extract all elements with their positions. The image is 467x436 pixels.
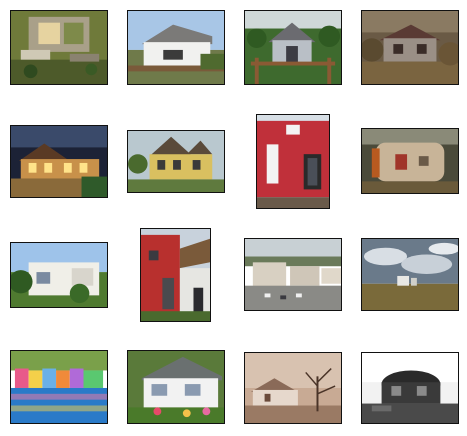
- white-cottage-fence-icon: [127, 10, 225, 85]
- house-behind-garden-fence-icon: [244, 10, 342, 85]
- red-house-porch-icon: [140, 228, 211, 322]
- abandoned-dark-house-icon: [361, 352, 459, 424]
- field-cloudy-sky-icon: [361, 238, 459, 311]
- suburban-house-flowers-icon: [127, 350, 225, 424]
- yellow-victorian-house-icon: [127, 130, 225, 193]
- apartment-blocks-parking-icon: [244, 238, 342, 311]
- aerial-house-garden-icon: [10, 10, 108, 85]
- white-modern-house-icon: [10, 242, 108, 308]
- ruined-house-trees-icon: [361, 10, 459, 85]
- red-modern-house-icon: [256, 114, 330, 209]
- stucco-cottage-icon: [361, 128, 459, 194]
- sepia-cottage-tree-icon: [244, 352, 342, 424]
- colorful-waterfront-houses-icon: [10, 350, 108, 424]
- lit-mansion-night-icon: [10, 125, 108, 198]
